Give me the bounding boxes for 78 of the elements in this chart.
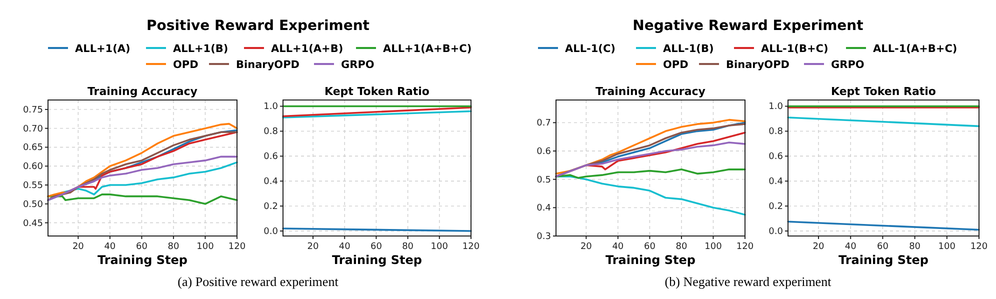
line-series (555, 168, 746, 179)
chart-title: Kept Token Ratio (324, 85, 430, 98)
y-tick-label: 0.4 (264, 177, 278, 188)
x-tick-label: 60 (644, 242, 656, 252)
x-tick-label: 40 (844, 242, 857, 252)
x-tick-label: 60 (370, 242, 382, 252)
y-tick-label: 0.6 (264, 152, 278, 162)
chart-title: Positive Reward Experiment (146, 18, 370, 34)
x-tick-label: 20 (307, 242, 320, 252)
legend-label: BinaryOPD (236, 59, 300, 71)
line-series (555, 142, 746, 178)
x-tick-label: 120 (228, 242, 246, 252)
x-axis-title: Training Step (332, 253, 422, 267)
y-tick-label: 1.0 (264, 102, 278, 112)
x-tick-label: 120 (970, 242, 988, 252)
y-tick-label: 0.4 (768, 177, 784, 188)
legend-label: GRPO (341, 59, 374, 71)
x-tick-label: 40 (612, 242, 624, 252)
legend-label: ALL+1(A+B) (271, 43, 344, 55)
legend-label: BinaryOPD (726, 59, 790, 71)
x-tick-label: 60 (876, 242, 889, 252)
y-tick-label: 0.0 (264, 227, 278, 238)
x-tick-label: 80 (676, 242, 688, 252)
x-axis-title: Training Step (605, 253, 696, 267)
line-series (47, 194, 238, 205)
legend-label: ALL-1(A+B+C) (873, 43, 958, 55)
x-axis-title: Training Step (838, 253, 929, 267)
y-tick-label: 0.7 (536, 118, 551, 129)
x-tick-label: 80 (402, 242, 414, 252)
x-tick-label: 20 (580, 242, 592, 252)
x-tick-label: 100 (196, 242, 214, 252)
y-tick-label: 0.3 (536, 232, 551, 242)
y-tick-label: 0.4 (536, 204, 552, 214)
x-tick-label: 20 (72, 242, 84, 252)
x-tick-label: 120 (462, 242, 480, 252)
legend-label: ALL+1(A+B+C) (383, 43, 472, 55)
x-tick-label: 40 (104, 242, 116, 252)
y-tick-label: 0.8 (264, 127, 278, 138)
text: (a) Positive reward experiment (178, 274, 339, 289)
y-tick-label: 0.65 (22, 143, 43, 154)
y-tick-label: 0.0 (768, 227, 784, 238)
line-series (555, 176, 746, 216)
y-tick-label: 0.2 (768, 202, 783, 212)
y-tick-label: 0.6 (768, 152, 784, 162)
y-tick-label: 0.75 (22, 105, 43, 116)
y-tick-label: 0.60 (22, 162, 44, 172)
legend-label: ALL-1(B) (663, 43, 714, 55)
y-tick-label: 0.45 (22, 218, 43, 229)
chart-subtitle: Training Accuracy (596, 85, 706, 98)
x-axis-title: Training Step (97, 253, 188, 267)
y-tick-label: 1.0 (768, 102, 784, 112)
legend-label: ALL-1(B+C) (761, 43, 828, 55)
y-tick-label: 0.8 (768, 127, 784, 138)
legend-label: OPD (173, 59, 199, 71)
x-tick-label: 100 (704, 242, 722, 252)
x-tick-label: 60 (136, 242, 148, 252)
x-tick-label: 80 (909, 242, 921, 252)
y-tick-label: 0.5 (536, 175, 551, 186)
legend-label: ALL+1(A) (75, 43, 130, 55)
x-tick-label: 120 (736, 242, 754, 252)
chart-subtitle: Training Accuracy (88, 85, 198, 98)
y-tick-label: 0.55 (22, 181, 43, 191)
legend-label: ALL-1(C) (565, 43, 616, 55)
text: (b) Negative reward experiment (664, 274, 832, 289)
chart-title: Negative Reward Experiment (632, 18, 864, 34)
y-tick-label: 0.50 (22, 200, 44, 210)
y-tick-label: 0.2 (264, 202, 278, 212)
legend-label: GRPO (831, 59, 864, 71)
y-tick-label: 0.70 (22, 124, 44, 134)
x-tick-label: 40 (338, 242, 351, 252)
chart-title: Kept Token Ratio (831, 85, 936, 98)
legend-label: OPD (663, 59, 689, 71)
y-tick-label: 0.6 (536, 147, 552, 157)
legend-label: ALL+1(B) (173, 43, 228, 55)
x-tick-label: 100 (938, 242, 956, 252)
x-tick-label: 80 (168, 242, 180, 252)
x-tick-label: 20 (812, 242, 824, 252)
x-tick-label: 100 (430, 242, 448, 252)
